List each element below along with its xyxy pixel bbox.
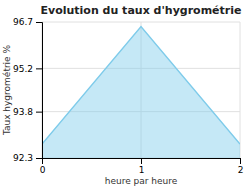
chart: 0 1 2 92.3 93.8 95.2 96.7 Evolution du taux d'h… (0, 0, 250, 188)
tick-label: 92.3 (13, 153, 33, 163)
grid (42, 22, 240, 158)
tick-mark (36, 112, 42, 113)
tick-mark (36, 22, 42, 23)
tick: 0 (40, 158, 46, 175)
tick-label: 95.2 (13, 64, 33, 74)
grid-line (240, 22, 241, 158)
tick: 92.3 (13, 153, 42, 163)
tick-mark (36, 158, 42, 159)
x-axis: 0 1 2 (40, 158, 244, 175)
plot-area (42, 27, 240, 158)
tick: 95.2 (13, 64, 42, 74)
y-axis-title: Taux hygrométrie % (2, 44, 12, 136)
tick: 96.7 (13, 17, 42, 27)
tick-label: 2 (238, 165, 244, 175)
title: Evolution du taux d'hygrométrie (41, 4, 242, 17)
y-axis: 92.3 93.8 95.2 96.7 (13, 17, 43, 163)
tick-label: 1 (139, 165, 145, 175)
line (42, 27, 240, 144)
area (42, 27, 240, 158)
tick-label: 96.7 (13, 17, 33, 27)
tick-label: 0 (40, 165, 46, 175)
x-axis-title: heure par heure (105, 176, 178, 186)
tick: 1 (139, 158, 145, 175)
tick-mark (141, 158, 142, 164)
tick: 93.8 (13, 107, 42, 117)
axis-line (36, 23, 43, 159)
tick-mark (36, 68, 42, 69)
tick-mark (240, 158, 241, 164)
tick: 2 (238, 158, 244, 175)
tick-label: 93.8 (13, 107, 33, 117)
axis-line (43, 159, 241, 165)
